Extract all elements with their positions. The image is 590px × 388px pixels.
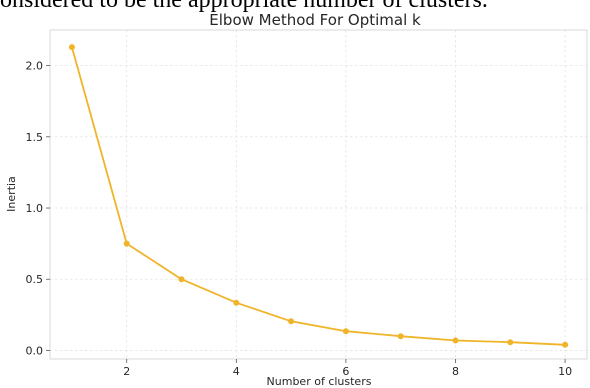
series-line (71, 46, 566, 346)
grid-lines (50, 30, 587, 359)
y-tick-label: 1.0 (26, 202, 44, 215)
series-layer (68, 44, 569, 348)
data-point (123, 240, 130, 247)
y-tick-label: 2.0 (26, 60, 44, 73)
x-tick-label: 6 (342, 365, 349, 378)
data-point (68, 44, 75, 51)
data-point (452, 337, 459, 344)
data-point (342, 328, 349, 335)
chart-title: Elbow Method For Optimal k (209, 11, 421, 29)
y-axis-label: Inertia (5, 176, 18, 212)
data-point (288, 318, 295, 325)
data-point (562, 341, 569, 348)
data-point (233, 299, 240, 306)
data-point (397, 333, 404, 340)
caption-fragment: onsidered to be the appropriate number o… (0, 0, 488, 13)
y-tick-label: 0.0 (26, 344, 44, 357)
x-tick-label: 10 (558, 365, 572, 378)
data-point (507, 339, 514, 346)
x-axis-label: Number of clusters (267, 375, 372, 388)
y-tick-label: 1.5 (26, 131, 44, 144)
plot-area (49, 29, 588, 360)
x-tick-label: 8 (452, 365, 459, 378)
data-point (178, 276, 185, 283)
axis-ticks: 2 4 6 8 10 0.0 0.5 1.0 1.5 2.0 (26, 60, 573, 378)
x-tick-label: 4 (233, 365, 240, 378)
x-tick-label: 2 (123, 365, 130, 378)
y-tick-label: 0.5 (26, 273, 44, 286)
